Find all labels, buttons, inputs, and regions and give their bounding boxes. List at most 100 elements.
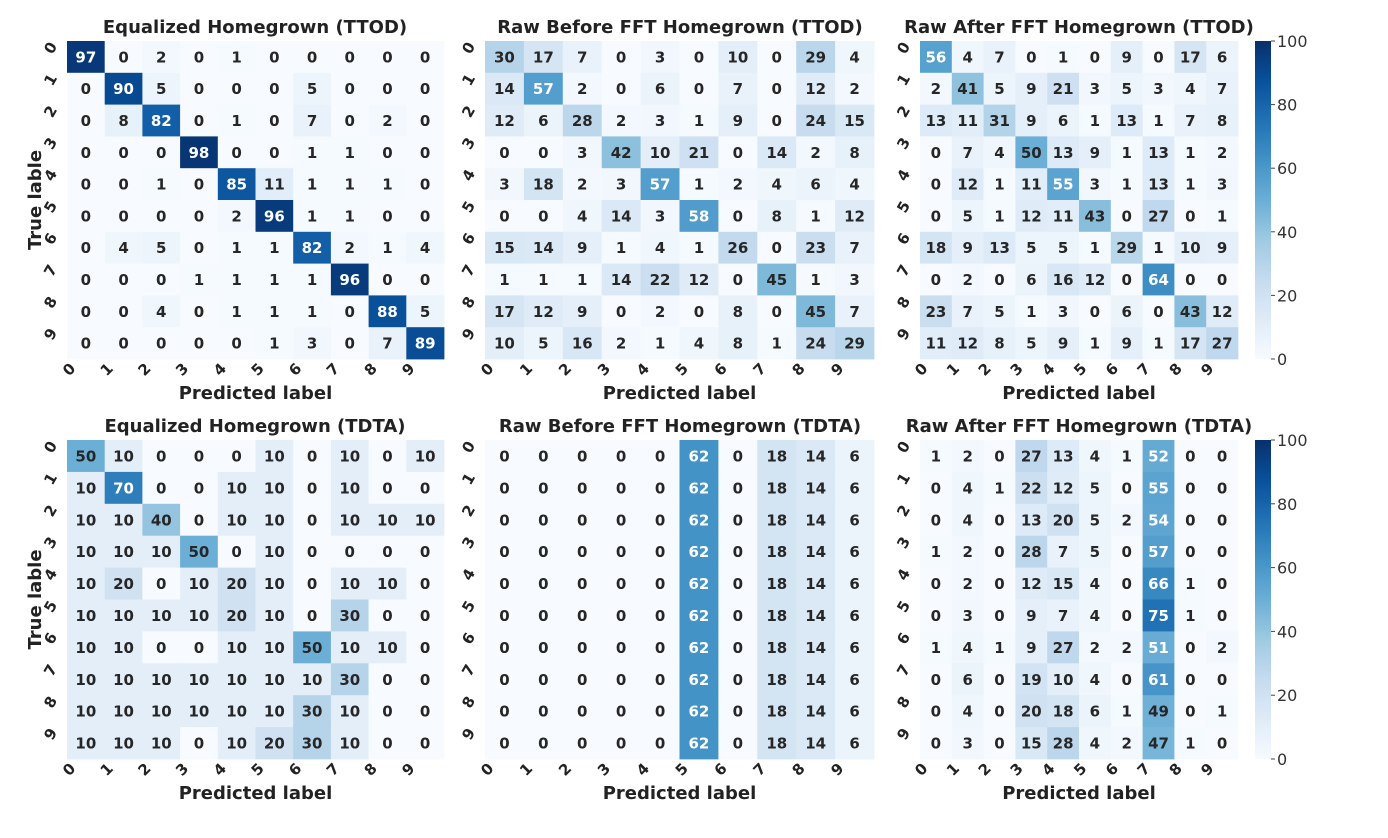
y-tick-label: 9 <box>893 325 914 343</box>
cell-value-label: 0 <box>194 639 204 657</box>
y-tick-label: 2 <box>893 502 914 520</box>
cell-value-label: 0 <box>577 607 587 625</box>
cell-value-label: 23 <box>805 239 826 257</box>
heatmap-cell <box>1206 41 1239 74</box>
heatmap-cell <box>1142 200 1175 233</box>
heatmap-cell <box>406 535 445 568</box>
heatmap-cell <box>1110 168 1143 201</box>
cell-value-label: 6 <box>849 639 859 657</box>
heatmap-cell <box>983 327 1016 360</box>
heatmap-cell <box>293 631 332 664</box>
cell-value-label: 0 <box>577 479 587 497</box>
cell-value-label: 3 <box>616 176 626 194</box>
heatmap-cell <box>368 136 407 169</box>
heatmap-cell <box>180 695 219 728</box>
heatmap-cell <box>601 231 641 264</box>
heatmap-cell <box>1142 727 1175 760</box>
cell-value-label: 0 <box>994 607 1004 625</box>
cell-value-label: 30 <box>494 48 515 66</box>
heatmap-cell <box>1174 599 1207 632</box>
colorbar-1: 0 20 40 60 80 100 <box>1255 32 1308 369</box>
heatmap-cell <box>796 41 836 74</box>
heatmap-cell <box>640 263 680 296</box>
x-tick-label: 1 <box>516 359 536 379</box>
cell-value-label: 6 <box>1026 271 1036 289</box>
y-tick-label: 4 <box>893 166 914 184</box>
heatmap-title: Equalized Homegrown (TDTA) <box>104 416 405 437</box>
heatmap-title: Raw Before FFT Homegrown (TTOD) <box>497 17 862 38</box>
heatmap-cell <box>640 136 680 169</box>
heatmap-cell <box>1015 41 1048 74</box>
cell-value-label: 1 <box>1185 176 1195 194</box>
cell-value-label: 0 <box>420 80 430 98</box>
cell-value-label: 4 <box>1090 607 1100 625</box>
cell-value-label: 2 <box>849 80 859 98</box>
cell-value-label: 10 <box>1180 239 1201 257</box>
heatmap-cell <box>255 72 294 105</box>
heatmap-cell <box>142 41 181 74</box>
y-tick-label: 8 <box>893 693 914 711</box>
heatmap-cell <box>1015 727 1048 760</box>
x-tick-label: 8 <box>1166 359 1186 379</box>
cell-value-label: 1 <box>1185 607 1195 625</box>
heatmap-cell <box>640 168 680 201</box>
cell-value-label: 0 <box>156 479 166 497</box>
heatmap-cell <box>835 503 875 537</box>
heatmap-cell <box>368 327 407 360</box>
cell-value-label: 4 <box>994 144 1004 162</box>
cell-value-label: 4 <box>962 48 972 66</box>
heatmap-cell <box>796 72 836 105</box>
cell-value-label: 10 <box>189 607 210 625</box>
y-tick-label: 3 <box>893 534 914 552</box>
heatmap-cell <box>217 695 256 728</box>
cell-value-label: 3 <box>1090 176 1100 194</box>
y-tick-label: 6 <box>893 629 914 647</box>
cell-value-label: 43 <box>1180 303 1201 321</box>
cell-value-label: 0 <box>1090 48 1100 66</box>
cell-value-label: 0 <box>1185 703 1195 721</box>
cell-value-label: 10 <box>226 511 247 529</box>
cell-value-label: 0 <box>733 735 743 753</box>
cell-value-label: 14 <box>805 703 826 721</box>
heatmap-cell <box>217 567 256 600</box>
cell-value-label: 10 <box>415 511 436 529</box>
heatmap-cell <box>640 567 680 600</box>
cell-value-label: 5 <box>156 239 166 257</box>
cell-value-label: 50 <box>189 543 210 561</box>
cell-value-label: 0 <box>538 144 548 162</box>
x-tick-label: 7 <box>323 359 343 379</box>
cell-value-label: 6 <box>849 671 859 689</box>
cell-value-label: 0 <box>420 703 430 721</box>
heatmap-cell <box>142 168 181 201</box>
colorbar-tick-label: 100 <box>1277 32 1308 51</box>
heatmap-cell <box>1142 663 1175 696</box>
cell-value-label: 0 <box>194 335 204 353</box>
heatmap-cell <box>1015 263 1048 296</box>
heatmap-cell <box>757 695 797 728</box>
cell-value-label: 13 <box>1053 144 1074 162</box>
cell-value-label: 0 <box>733 671 743 689</box>
heatmap-cell <box>951 599 984 632</box>
heatmap-cell <box>368 295 407 328</box>
heatmap-cell <box>640 231 680 264</box>
cell-value-label: 15 <box>1021 735 1042 753</box>
heatmap-cell <box>1206 567 1239 600</box>
cell-value-label: 1 <box>994 479 1004 497</box>
cell-value-label: 7 <box>1185 112 1195 130</box>
colorbar-tick-label: 80 <box>1277 96 1297 115</box>
heatmap-cell <box>1206 440 1239 473</box>
y-tick-label: 2 <box>458 103 479 121</box>
cell-value-label: 0 <box>345 335 355 353</box>
cell-value-label: 0 <box>538 671 548 689</box>
heatmap-cell <box>1015 72 1048 105</box>
y-axis-label: True lable <box>25 549 46 649</box>
cell-value-label: 1 <box>994 639 1004 657</box>
heatmap-cell <box>920 327 953 360</box>
heatmap-cell <box>485 535 525 568</box>
cell-value-label: 20 <box>1053 511 1074 529</box>
heatmap-cell <box>951 663 984 696</box>
heatmap-cell <box>640 695 680 728</box>
cell-value-label: 3 <box>849 271 859 289</box>
heatmap-cell <box>601 168 641 201</box>
heatmap-cell <box>679 599 719 632</box>
